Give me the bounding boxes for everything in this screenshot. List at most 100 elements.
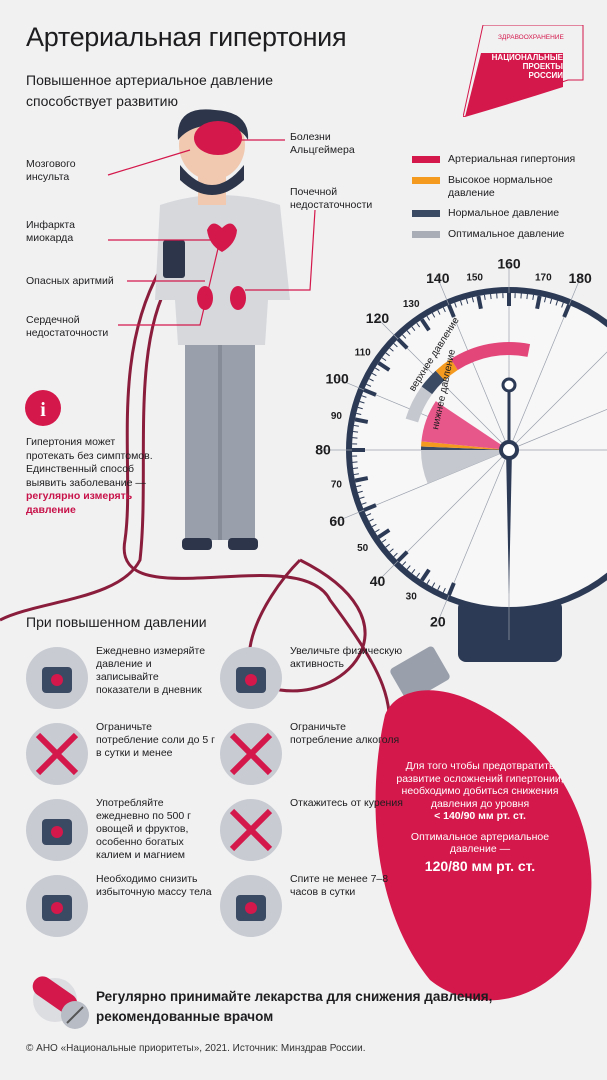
gauge-tick <box>562 304 571 318</box>
band-high-normal <box>435 359 458 381</box>
gauge-tick <box>393 343 398 348</box>
gauge-tick <box>465 298 469 304</box>
info-tip: Гипертония может протекать без симптомов… <box>26 436 153 516</box>
legend-normal: Нормальное давление <box>412 207 578 220</box>
gauge-tick <box>406 330 411 335</box>
gauge-tick <box>366 383 372 387</box>
no-salt-icon <box>26 723 88 785</box>
gauge-tick <box>535 295 542 310</box>
gauge-tick <box>374 367 380 372</box>
gauge-tick <box>361 502 367 505</box>
no-alcohol-icon <box>220 723 282 785</box>
advice-text: Спите не менее 7–8 часов в сутки <box>290 873 389 898</box>
gauge-label: 140 <box>426 270 450 286</box>
gauge-tick <box>416 322 421 328</box>
gauge-tick <box>357 490 363 494</box>
gauge-tick <box>447 582 456 596</box>
gauge-label: 60 <box>329 513 345 529</box>
label-infarct: Инфаркта миокарда <box>26 219 75 244</box>
legend-optimal: Оптимальное давление <box>412 228 578 241</box>
needle-pivot <box>499 440 519 460</box>
gauge-spoke <box>435 449 510 626</box>
gauge-tick <box>377 361 391 372</box>
gauge-label: 30 <box>406 592 418 603</box>
gauge-label: 20 <box>430 614 446 630</box>
gauge-spoke <box>508 351 607 451</box>
gauge-label: 90 <box>331 411 343 422</box>
gauge-tick <box>454 302 457 308</box>
needle-ring <box>501 377 517 393</box>
tonometer-icon <box>26 647 88 709</box>
gauge-tick <box>377 528 391 539</box>
gauge-tick <box>420 318 431 332</box>
advice-text: Откажитесь от курения <box>290 797 403 809</box>
sector-lower-high <box>421 441 509 450</box>
gauge-tick <box>437 309 441 315</box>
scales-icon <box>26 875 88 937</box>
gauge-tick <box>420 568 431 582</box>
gauge-label: 70 <box>331 480 343 491</box>
advice-text: Употребляйте ежедневно по 500 г овощей и… <box>96 797 191 861</box>
swatch <box>412 156 440 163</box>
gauge-tick <box>389 347 394 352</box>
label-kidney: Почечной недостаточности <box>290 186 373 211</box>
gauge-tick <box>356 412 362 416</box>
advice-text: Необходимо снизить избыточную массу тела <box>96 873 212 898</box>
gauge-tick <box>416 572 421 578</box>
gauge-tick <box>431 312 436 318</box>
bulb-shape <box>375 690 592 1001</box>
gauge-tick <box>471 297 475 303</box>
gauge-spoke <box>508 409 607 451</box>
gauge-tick <box>356 484 362 488</box>
gauge-tick <box>371 372 377 377</box>
copyright: © АНО «Национальные приоритеты», 2021. И… <box>26 1043 366 1054</box>
label-stroke: Мозгового инсульта <box>26 158 76 183</box>
gauge-tick <box>411 569 416 574</box>
gauge-tick <box>402 334 407 339</box>
gauge-tick <box>490 294 492 300</box>
sleep-icon <box>220 875 282 937</box>
gauge-label: 120 <box>366 310 390 326</box>
gauge-tick <box>393 552 398 557</box>
gauge-tick <box>381 538 387 543</box>
advice-text: Увеличьте физическую активность <box>290 645 403 670</box>
swatch <box>412 231 440 238</box>
vegetables-icon <box>26 799 88 861</box>
gauge-tick <box>381 357 387 362</box>
gauge-tick <box>406 565 411 570</box>
gauge-spoke <box>374 449 510 585</box>
gauge-tick <box>526 294 528 300</box>
gauge-tick <box>353 473 359 476</box>
gauge-label: 130 <box>403 299 420 310</box>
person-illustration <box>155 109 290 550</box>
gauge-tick <box>437 585 441 591</box>
gauge-tick <box>555 300 558 306</box>
gauge-tick <box>359 496 365 499</box>
advice-text: Ограничьте потребление алкоголя <box>290 721 400 746</box>
gauge-label: 100 <box>325 370 349 386</box>
svg-text:i: i <box>40 399 46 421</box>
page-title: Артериальная гипертония <box>26 22 347 52</box>
swatch <box>412 210 440 217</box>
gauge-tick <box>385 352 390 357</box>
sector-lower-normal <box>421 446 509 450</box>
needle <box>506 450 512 595</box>
gauge-tick <box>549 298 553 304</box>
gauge-tick <box>447 304 456 318</box>
gauge-tick <box>389 548 394 553</box>
gauge-tick <box>371 523 377 528</box>
gauge-label: 180 <box>568 270 592 286</box>
legend-high-normal: Высокое нормальное давление <box>412 174 578 200</box>
gauge-tick <box>363 388 377 397</box>
subtitle: Повышенное артериальное давление способст… <box>26 72 274 109</box>
gauge-tick <box>532 294 535 300</box>
gauge-tick <box>442 587 446 593</box>
national-projects-logo: ЗДРАВООХРАНЕНИЕ НАЦИОНАЛЬНЫЕ ПРОЕКТЫ РОССИ… <box>462 24 585 118</box>
gauge-tick <box>357 406 363 410</box>
gauge-tick <box>368 378 374 382</box>
section-title: При повышенном давлении <box>26 614 207 630</box>
gauge-tick <box>353 467 359 469</box>
gauge-tick <box>396 337 409 350</box>
gauge-tick <box>561 302 564 308</box>
